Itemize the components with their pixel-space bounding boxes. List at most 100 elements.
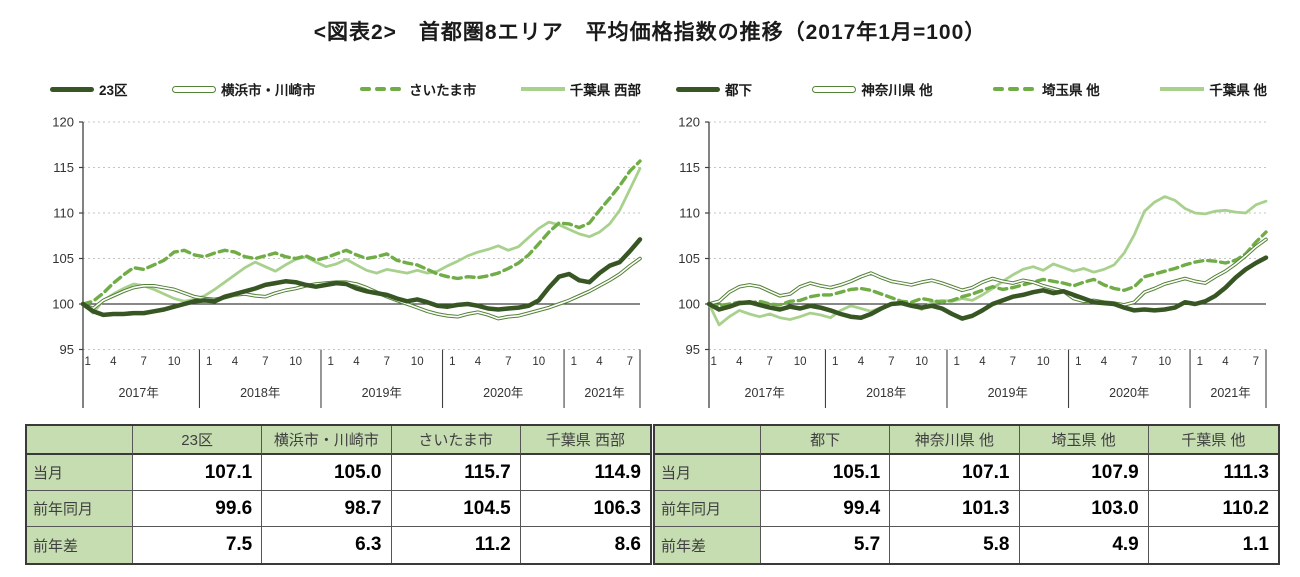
month-tick-label: 10	[915, 356, 928, 368]
table-value-cell: 5.7	[761, 527, 891, 563]
month-tick-label: 4	[232, 356, 239, 368]
series-line-さいたま市	[81, 159, 642, 306]
y-tick-label: 120	[52, 115, 74, 130]
chart-panel-left: 23区 横浜市・川崎市 さいたま市 千葉県 西部 120 115 110 105 100 95 1…	[28, 66, 655, 414]
legend-label: さいたま市	[409, 83, 477, 98]
legend-left: 23区 横浜市・川崎市 さいたま市 千葉県 西部	[28, 66, 655, 112]
month-tick-label: 7	[141, 356, 147, 368]
month-tick-label: 1	[571, 356, 577, 368]
y-tick-label: 100	[678, 297, 700, 312]
legend-item: 千葉県 西部	[520, 79, 641, 99]
table-value-cell: 7.5	[133, 527, 263, 563]
dashed-line-swatch-icon	[993, 86, 1037, 92]
table-value-cell: 6.3	[262, 527, 392, 563]
y-tick-label: 120	[678, 115, 700, 130]
month-tick-label: 10	[794, 356, 807, 368]
table-row-label: 当月	[27, 455, 133, 491]
series-line-inner-white	[708, 238, 1267, 306]
year-label: 2019年	[362, 386, 402, 400]
table-value-cell: 99.6	[133, 491, 263, 527]
y-tick-label: 105	[52, 251, 74, 266]
month-tick-label: 1	[449, 356, 455, 368]
month-tick-label: 4	[353, 356, 360, 368]
month-tick-label: 4	[1101, 356, 1108, 368]
y-tick-label: 115	[679, 160, 700, 175]
month-tick-label: 7	[1253, 356, 1259, 368]
chart-panel-right: 都下 神奈川県 他埼玉県 他千葉県 他 120 115 110 105 100 95 1 4 7 1…	[654, 66, 1281, 414]
legend-label: 埼玉県 他	[1042, 83, 1100, 98]
double-line-swatch-icon	[812, 85, 857, 93]
page-title: <図表2> 首都圏8エリア 平均価格指数の推移（2017年1月=100）	[313, 21, 987, 44]
legend-item: 千葉県 他	[1160, 79, 1267, 99]
table-value-cell: 103.0	[1019, 491, 1149, 527]
table-value-cell: 107.1	[890, 455, 1020, 491]
table-value-cell: 114.9	[520, 455, 650, 491]
table-value-cell: 104.5	[391, 491, 521, 527]
thick-line-swatch-icon	[50, 86, 94, 92]
legend-label: 神奈川県 他	[861, 83, 933, 98]
year-label: 2018年	[240, 386, 280, 400]
table-value-cell: 115.7	[391, 455, 521, 491]
table-row-label: 前年差	[27, 527, 133, 563]
month-tick-label: 4	[979, 356, 986, 368]
legend-item: 23区	[50, 79, 128, 99]
table-row-label: 当月	[655, 455, 761, 491]
summary-table-right: 都下 神奈川県 他埼玉県 他千葉県 他当月 105.1 107.1 107.9 111.3…	[653, 424, 1280, 565]
series-line-千葉県 西部	[81, 167, 642, 315]
legend-item: 神奈川県 他	[812, 79, 933, 99]
table-value-cell: 110.2	[1148, 491, 1278, 527]
month-tick-label: 10	[532, 356, 545, 368]
month-tick-label: 10	[411, 356, 424, 368]
table-value-cell: 111.3	[1148, 455, 1278, 491]
year-label: 2020年	[1109, 386, 1149, 400]
year-label: 2019年	[988, 386, 1028, 400]
table-column-header: さいたま市	[391, 426, 521, 455]
month-tick-label: 1	[85, 356, 91, 368]
legend-item: 埼玉県 他	[993, 79, 1100, 99]
month-tick-label: 7	[505, 356, 511, 368]
month-tick-label: 1	[206, 356, 212, 368]
month-tick-label: 10	[1158, 356, 1171, 368]
y-tick-label: 110	[53, 206, 74, 221]
year-label: 2018年	[866, 386, 906, 400]
month-tick-label: 7	[1010, 356, 1016, 368]
year-label: 2017年	[745, 386, 785, 400]
thick-line-swatch-icon	[676, 86, 720, 92]
month-tick-label: 4	[596, 356, 603, 368]
y-tick-label: 95	[686, 342, 700, 357]
legend-label: 横浜市・川崎市	[221, 83, 316, 98]
legend-right: 都下 神奈川県 他 埼玉県 他 千葉県 他	[654, 66, 1281, 112]
month-tick-label: 4	[858, 356, 865, 368]
table-value-cell: 11.2	[392, 527, 521, 563]
table-row-label: 前年差	[655, 527, 761, 563]
month-tick-label: 1	[1197, 356, 1203, 368]
table-row-label: 前年同月	[655, 491, 761, 527]
month-tick-label: 10	[1037, 356, 1050, 368]
table-column-header: 横浜市・川崎市	[262, 426, 392, 455]
legend-item: 横浜市・川崎市	[172, 79, 316, 99]
month-tick-label: 10	[289, 356, 302, 368]
month-tick-label: 7	[384, 356, 390, 368]
table-value-cell: 98.7	[262, 491, 392, 527]
month-tick-label: 7	[262, 356, 268, 368]
table-column-header: 埼玉県 他	[1019, 426, 1149, 455]
month-tick-label: 7	[1131, 356, 1137, 368]
legend-label: 23区	[99, 83, 128, 98]
table-value-cell: 105.1	[761, 455, 891, 491]
series-line-千葉県 他	[707, 195, 1268, 327]
series-line-神奈川県 他	[707, 237, 1268, 307]
series-line-23区	[80, 237, 643, 318]
table-value-cell: 106.3	[520, 491, 650, 527]
month-tick-label: 1	[711, 356, 717, 368]
table-corner-cell	[655, 426, 761, 455]
month-tick-label: 7	[888, 356, 894, 368]
year-label: 2021年	[584, 386, 624, 400]
summary-table-left: 23区 横浜市・川崎市 さいたま市 千葉県 西部 当月 107.1 105.0 115.7 11…	[25, 424, 652, 565]
series-line-inner-white	[82, 257, 641, 320]
light-line-swatch-icon	[520, 87, 565, 91]
legend-label: 千葉県 西部	[569, 83, 641, 98]
table-value-cell: 4.9	[1020, 527, 1149, 563]
y-tick-label: 115	[53, 160, 74, 175]
y-tick-label: 100	[52, 297, 74, 312]
